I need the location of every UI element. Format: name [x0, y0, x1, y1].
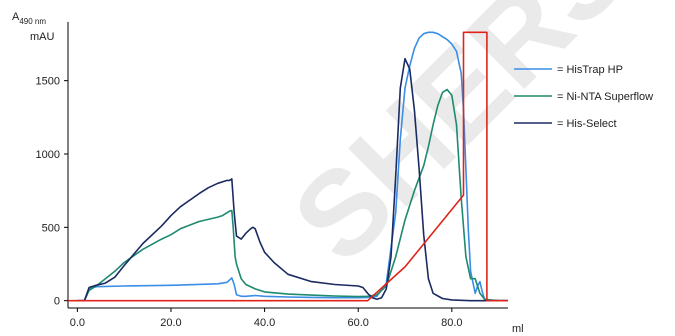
x-tick-label: 20.0	[160, 317, 181, 329]
x-tick-label: 0.0	[70, 317, 85, 329]
y-tick-label: 500	[42, 222, 60, 234]
x-tick-label: 80.0	[441, 317, 462, 329]
y-axis-label: A490 nm	[12, 11, 46, 26]
series-gradient	[68, 31, 508, 302]
y-tick-label: 1500	[36, 76, 60, 88]
y-axis-unit: mAU	[30, 31, 55, 43]
legend-label-ninta: = Ni-NTA Superflow	[557, 91, 653, 103]
x-axis-unit: ml	[512, 323, 524, 335]
ticks: 0.0 20.0 40.0 60.0 80.0 0 500 1000 1500	[36, 76, 463, 329]
x-tick-label: 40.0	[254, 317, 275, 329]
legend-label-histrap: = HisTrap HP	[557, 64, 623, 76]
series-histrap-hp	[77, 31, 508, 302]
legend: = HisTrap HP = Ni-NTA Superflow = His-Se…	[514, 64, 653, 130]
series-group	[68, 31, 508, 302]
legend-label-hisselect: = His-Select	[557, 118, 617, 130]
y-tick-label: 1000	[36, 149, 60, 161]
axes	[67, 22, 508, 309]
watermark: SHERS	[268, 0, 655, 287]
x-tick-label: 60.0	[348, 317, 369, 329]
series-his-select	[77, 57, 508, 302]
series-ni-nta-superflow	[77, 88, 508, 302]
y-tick-label: 0	[54, 296, 60, 308]
